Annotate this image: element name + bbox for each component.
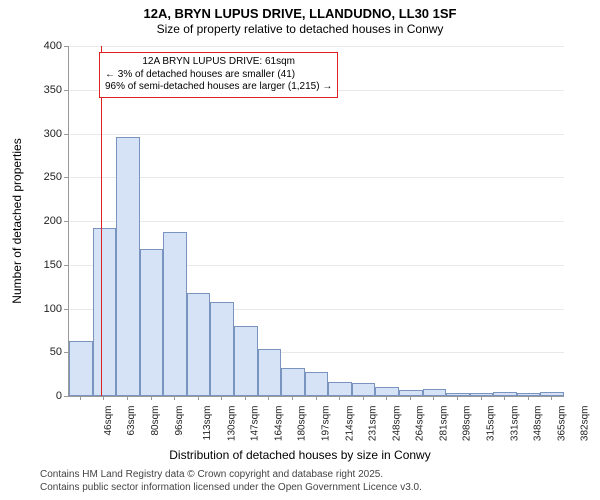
bar	[116, 137, 140, 396]
bar	[446, 393, 470, 397]
x-tick: 46sqm	[103, 406, 114, 436]
y-tick: 350	[32, 84, 62, 96]
y-tick: 100	[32, 303, 62, 315]
bar	[281, 368, 305, 396]
chart-title-line1: 12A, BRYN LUPUS DRIVE, LLANDUDNO, LL30 1…	[0, 6, 600, 21]
plot-area: 12A BRYN LUPUS DRIVE: 61sqm ← 3% of deta…	[68, 46, 564, 397]
footer-line1: Contains HM Land Registry data © Crown c…	[40, 469, 422, 482]
bar	[328, 382, 352, 396]
y-tick: 200	[32, 215, 62, 227]
x-tick: 63sqm	[126, 406, 137, 436]
x-tick: 197sqm	[321, 406, 332, 442]
y-tick: 0	[32, 390, 62, 402]
bar	[258, 349, 282, 396]
bar	[234, 326, 258, 396]
x-tick: 248sqm	[391, 406, 402, 442]
x-tick: 113sqm	[202, 406, 213, 441]
x-tick: 298sqm	[462, 406, 473, 442]
bar	[375, 387, 399, 396]
x-tick: 214sqm	[344, 406, 355, 442]
x-tick: 96sqm	[174, 406, 185, 436]
bar	[399, 390, 423, 396]
bar	[210, 302, 234, 396]
x-tick: 164sqm	[273, 406, 284, 442]
y-tick: 300	[32, 128, 62, 140]
x-tick: 281sqm	[438, 406, 449, 442]
bar	[140, 249, 164, 396]
x-tick: 147sqm	[250, 406, 261, 442]
y-axis-label: Number of detached properties	[10, 138, 24, 303]
x-tick: 180sqm	[297, 406, 308, 442]
info-line2: ← 3% of detached houses are smaller (41)	[105, 69, 332, 82]
y-tick: 50	[32, 346, 62, 358]
y-tick: 250	[32, 171, 62, 183]
bar	[352, 383, 376, 396]
x-tick: 130sqm	[226, 406, 237, 442]
bar	[93, 228, 117, 396]
marker-line	[101, 46, 102, 396]
x-tick: 382sqm	[580, 406, 591, 442]
bar	[69, 341, 93, 396]
bar	[187, 293, 211, 396]
chart-title-line2: Size of property relative to detached ho…	[0, 22, 600, 36]
bar	[540, 392, 564, 396]
x-tick: 231sqm	[368, 406, 379, 442]
info-line1: 12A BRYN LUPUS DRIVE: 61sqm	[105, 56, 332, 69]
x-tick: 80sqm	[150, 406, 161, 436]
info-box: 12A BRYN LUPUS DRIVE: 61sqm ← 3% of deta…	[99, 52, 338, 98]
x-tick: 315sqm	[486, 406, 497, 442]
y-tick: 400	[32, 40, 62, 52]
info-line3: 96% of semi-detached houses are larger (…	[105, 81, 332, 94]
x-axis-label: Distribution of detached houses by size …	[0, 448, 600, 462]
x-tick: 264sqm	[415, 406, 426, 442]
bar	[305, 372, 329, 397]
chart-container: 12A, BRYN LUPUS DRIVE, LLANDUDNO, LL30 1…	[0, 0, 600, 500]
x-tick: 331sqm	[509, 406, 520, 442]
x-tick: 365sqm	[556, 406, 567, 442]
x-tick: 348sqm	[533, 406, 544, 442]
footer-line2: Contains public sector information licen…	[40, 482, 422, 495]
bar	[423, 389, 447, 396]
bar	[493, 392, 517, 396]
bar	[163, 232, 187, 397]
footer-text: Contains HM Land Registry data © Crown c…	[40, 469, 422, 494]
y-tick: 150	[32, 259, 62, 271]
